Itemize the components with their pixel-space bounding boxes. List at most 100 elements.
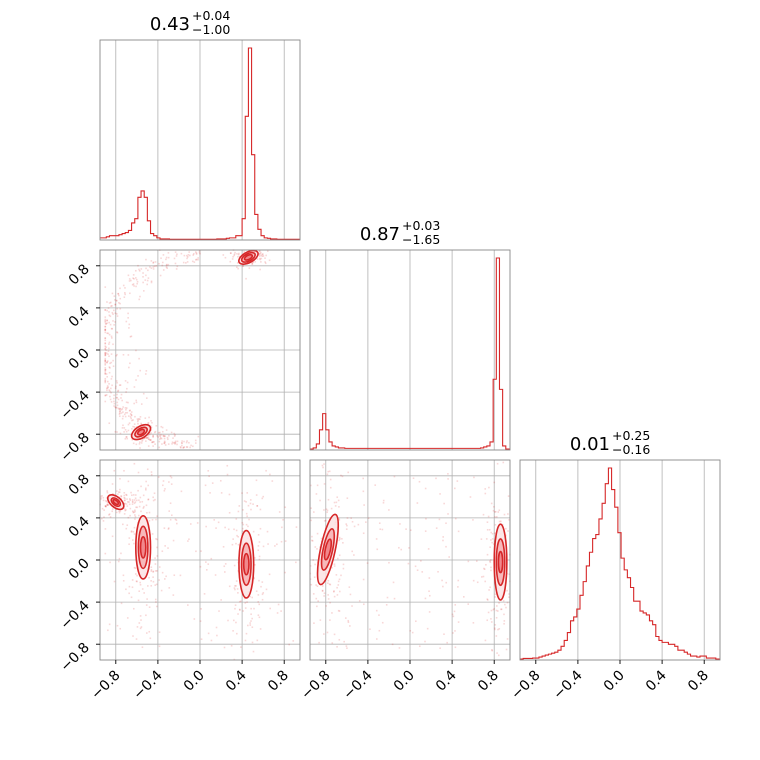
scatter-point: [167, 547, 169, 549]
scatter-point: [150, 260, 153, 262]
scatter-point: [134, 573, 137, 575]
scatter-point: [162, 269, 165, 271]
scatter-point: [112, 320, 114, 322]
scatter-point: [391, 643, 394, 646]
scatter-point: [142, 494, 145, 497]
scatter-point: [333, 501, 336, 504]
scatter-point: [251, 641, 254, 644]
scatter-point: [353, 554, 355, 556]
scatter-point: [115, 396, 118, 399]
scatter-point: [335, 501, 338, 504]
scatter-point: [132, 635, 134, 637]
scatter-point: [258, 255, 261, 257]
scatter-point: [136, 574, 138, 577]
scatter-point: [412, 477, 415, 480]
scatter-point: [330, 507, 333, 510]
scatter-point: [492, 543, 495, 545]
scatter-point: [235, 542, 237, 545]
scatter-point: [451, 613, 454, 616]
scatter-point: [337, 499, 340, 502]
scatter-point: [125, 407, 128, 409]
scatter-point: [339, 538, 341, 540]
scatter-point: [398, 647, 401, 649]
scatter-point: [109, 561, 111, 564]
scatter-point: [462, 596, 465, 598]
scatter-point: [127, 312, 129, 315]
scatter-point: [351, 550, 354, 553]
scatter-point: [262, 545, 265, 548]
scatter-point: [255, 494, 258, 496]
scatter-point: [234, 251, 236, 254]
scatter-point: [264, 261, 266, 263]
scatter-point: [329, 601, 331, 604]
scatter-point: [321, 589, 324, 592]
scatter-point: [319, 546, 321, 548]
scatter-point: [129, 507, 132, 510]
scatter-point: [163, 442, 166, 445]
scatter-point: [174, 262, 177, 265]
scatter-point: [172, 539, 175, 542]
scatter-point: [160, 257, 162, 260]
scatter-point: [338, 519, 341, 521]
scatter-point: [243, 597, 246, 600]
scatter-point: [193, 618, 196, 620]
param-3-title: 0.01: [570, 434, 610, 455]
scatter-point: [147, 436, 150, 438]
scatter-point: [266, 530, 269, 533]
scatter-point: [484, 580, 487, 583]
contour-panel-2-3-tick-marks: [325, 660, 495, 664]
scatter-point: [133, 511, 135, 514]
scatter-point: [124, 502, 126, 505]
scatter-point: [186, 440, 188, 442]
scatter-point: [109, 362, 111, 365]
scatter-point: [208, 475, 210, 477]
scatter-point: [153, 492, 156, 495]
scatter-point: [382, 501, 385, 504]
scatter-point: [107, 307, 110, 309]
scatter-point: [388, 561, 390, 564]
scatter-point: [123, 491, 126, 494]
scatter-point: [104, 367, 107, 369]
scatter-point: [169, 475, 172, 477]
contour-panel-1-3: [99, 462, 298, 661]
scatter-point: [145, 397, 148, 399]
scatter-point: [453, 487, 456, 490]
scatter-point: [130, 417, 132, 420]
scatter-point: [123, 469, 125, 472]
scatter-point: [135, 278, 138, 281]
scatter-point: [139, 501, 141, 503]
scatter-point: [265, 588, 268, 591]
scatter-point: [123, 296, 126, 298]
scatter-point: [314, 563, 316, 566]
scatter-point: [138, 298, 140, 301]
scatter-point: [251, 261, 254, 264]
scatter-point: [131, 579, 134, 581]
scatter-point: [105, 505, 107, 508]
scatter-point: [119, 384, 122, 386]
scatter-point: [421, 571, 424, 573]
scatter-point: [105, 500, 108, 503]
scatter-point: [122, 579, 125, 582]
scatter-point: [159, 435, 162, 438]
scatter-point: [162, 480, 165, 482]
scatter-point: [119, 408, 121, 410]
scatter-point: [150, 566, 153, 569]
scatter-point: [104, 505, 107, 507]
scatter-point: [340, 574, 342, 577]
scatter-point: [136, 280, 139, 283]
y-tick-label: −0.8: [57, 430, 92, 465]
scatter-point: [132, 419, 134, 421]
scatter-point: [416, 569, 419, 572]
scatter-point: [268, 259, 271, 262]
scatter-point: [124, 293, 126, 296]
hist-panel-1: [100, 47, 300, 240]
scatter-point: [194, 442, 197, 444]
scatter-point: [200, 550, 202, 552]
scatter-point: [120, 408, 123, 411]
scatter-point: [122, 415, 124, 418]
scatter-point: [148, 438, 150, 441]
scatter-point: [207, 563, 210, 565]
scatter-point: [262, 592, 265, 594]
scatter-point: [261, 581, 264, 583]
scatter-point: [249, 502, 252, 505]
